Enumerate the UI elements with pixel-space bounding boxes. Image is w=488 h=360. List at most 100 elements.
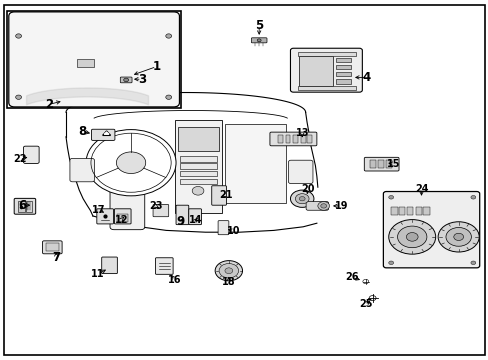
Bar bbox=[423, 207, 429, 215]
Bar bbox=[7, 11, 181, 108]
FancyBboxPatch shape bbox=[211, 186, 226, 205]
Bar bbox=[277, 135, 282, 143]
Circle shape bbox=[116, 152, 145, 174]
Text: 11: 11 bbox=[91, 269, 104, 279]
Ellipse shape bbox=[29, 46, 68, 84]
Circle shape bbox=[320, 204, 326, 208]
Text: 16: 16 bbox=[168, 275, 182, 285]
FancyBboxPatch shape bbox=[188, 209, 201, 225]
Bar bbox=[298, 86, 355, 90]
FancyBboxPatch shape bbox=[290, 48, 362, 92]
Text: 24: 24 bbox=[414, 184, 427, 194]
Text: 25: 25 bbox=[358, 299, 372, 309]
Text: 8: 8 bbox=[78, 125, 86, 138]
FancyBboxPatch shape bbox=[364, 157, 398, 171]
Bar bbox=[369, 160, 375, 168]
Circle shape bbox=[290, 190, 313, 207]
Bar bbox=[306, 135, 311, 143]
FancyBboxPatch shape bbox=[153, 204, 168, 217]
FancyBboxPatch shape bbox=[383, 192, 479, 268]
FancyBboxPatch shape bbox=[70, 158, 94, 182]
Bar bbox=[180, 156, 217, 162]
Circle shape bbox=[397, 226, 426, 248]
Ellipse shape bbox=[99, 55, 114, 68]
Bar bbox=[406, 207, 412, 215]
Bar bbox=[175, 120, 221, 213]
Circle shape bbox=[406, 233, 417, 241]
Bar bbox=[415, 207, 421, 215]
Circle shape bbox=[219, 264, 238, 278]
Bar bbox=[293, 135, 298, 143]
FancyBboxPatch shape bbox=[269, 132, 316, 146]
Bar bbox=[377, 160, 383, 168]
FancyBboxPatch shape bbox=[110, 183, 144, 230]
Bar bbox=[178, 127, 218, 151]
Circle shape bbox=[215, 261, 242, 281]
Text: 6: 6 bbox=[18, 199, 26, 212]
Bar bbox=[390, 207, 397, 215]
FancyBboxPatch shape bbox=[155, 258, 173, 274]
FancyBboxPatch shape bbox=[97, 209, 113, 224]
Bar bbox=[180, 171, 217, 176]
Text: 4: 4 bbox=[362, 71, 370, 84]
Text: 20: 20 bbox=[301, 184, 314, 194]
Text: 23: 23 bbox=[148, 201, 162, 211]
Ellipse shape bbox=[83, 40, 130, 82]
Bar bbox=[180, 179, 217, 184]
Bar bbox=[298, 52, 355, 56]
FancyBboxPatch shape bbox=[251, 38, 266, 43]
Text: 26: 26 bbox=[345, 272, 358, 282]
Circle shape bbox=[86, 130, 176, 196]
Ellipse shape bbox=[20, 40, 77, 90]
Bar bbox=[285, 135, 290, 143]
Text: 22: 22 bbox=[13, 154, 26, 164]
Bar bbox=[117, 214, 128, 222]
Circle shape bbox=[16, 34, 21, 38]
Bar bbox=[398, 207, 405, 215]
Text: 13: 13 bbox=[295, 128, 308, 138]
Circle shape bbox=[165, 34, 171, 38]
Bar bbox=[299, 56, 333, 86]
Circle shape bbox=[16, 95, 21, 99]
Text: 14: 14 bbox=[188, 215, 202, 225]
Bar bbox=[26, 201, 32, 212]
FancyBboxPatch shape bbox=[305, 202, 328, 210]
Circle shape bbox=[470, 261, 475, 265]
Bar bbox=[300, 135, 305, 143]
Bar bbox=[335, 72, 350, 76]
Text: 17: 17 bbox=[92, 204, 105, 215]
FancyBboxPatch shape bbox=[114, 209, 131, 224]
FancyBboxPatch shape bbox=[14, 198, 36, 214]
Ellipse shape bbox=[40, 57, 58, 73]
Bar bbox=[224, 124, 285, 203]
FancyBboxPatch shape bbox=[176, 205, 188, 225]
Text: 12: 12 bbox=[114, 215, 128, 225]
Circle shape bbox=[257, 39, 261, 42]
Text: 9: 9 bbox=[177, 215, 184, 228]
Circle shape bbox=[192, 186, 203, 195]
Text: 1: 1 bbox=[152, 60, 160, 73]
Circle shape bbox=[224, 268, 232, 274]
Circle shape bbox=[470, 195, 475, 199]
Text: 21: 21 bbox=[219, 190, 232, 200]
Text: 15: 15 bbox=[386, 159, 400, 169]
FancyBboxPatch shape bbox=[288, 160, 312, 184]
Text: 3: 3 bbox=[138, 73, 145, 86]
Bar bbox=[335, 79, 350, 84]
Circle shape bbox=[388, 195, 393, 199]
Bar bbox=[77, 59, 94, 67]
Text: 5: 5 bbox=[255, 19, 263, 32]
Circle shape bbox=[445, 228, 470, 246]
FancyBboxPatch shape bbox=[218, 221, 228, 235]
Circle shape bbox=[317, 202, 329, 210]
FancyBboxPatch shape bbox=[120, 77, 132, 83]
FancyBboxPatch shape bbox=[102, 257, 117, 274]
Circle shape bbox=[299, 197, 305, 201]
FancyBboxPatch shape bbox=[23, 146, 39, 163]
Polygon shape bbox=[102, 131, 110, 135]
Circle shape bbox=[123, 78, 128, 82]
Text: 19: 19 bbox=[334, 201, 347, 211]
FancyBboxPatch shape bbox=[91, 129, 115, 140]
Circle shape bbox=[437, 222, 478, 252]
Bar bbox=[18, 201, 25, 212]
